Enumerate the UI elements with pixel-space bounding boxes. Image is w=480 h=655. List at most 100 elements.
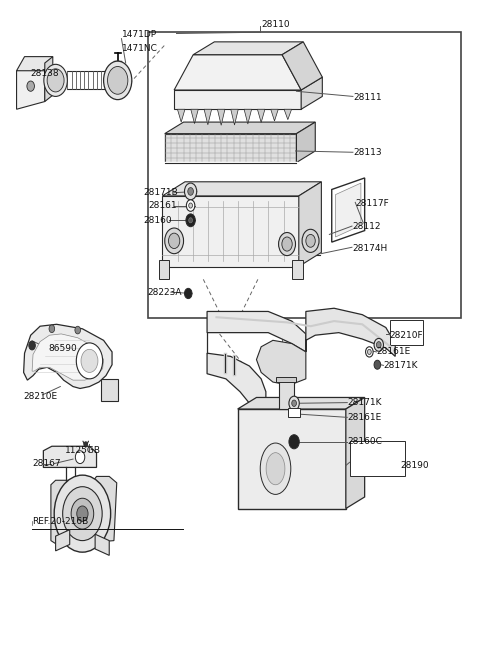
Circle shape bbox=[189, 203, 192, 208]
Circle shape bbox=[165, 228, 183, 253]
Polygon shape bbox=[92, 476, 117, 542]
Text: 28110: 28110 bbox=[261, 20, 290, 29]
Circle shape bbox=[49, 325, 55, 333]
Text: 86590: 86590 bbox=[48, 343, 77, 352]
Circle shape bbox=[168, 233, 180, 248]
Polygon shape bbox=[207, 311, 306, 352]
Circle shape bbox=[282, 237, 292, 251]
Text: 1471NC: 1471NC bbox=[122, 45, 158, 54]
Polygon shape bbox=[284, 109, 291, 120]
Polygon shape bbox=[306, 309, 395, 356]
Bar bbox=[349, 441, 405, 476]
Circle shape bbox=[77, 506, 88, 521]
Circle shape bbox=[104, 61, 132, 100]
Polygon shape bbox=[336, 183, 361, 237]
Circle shape bbox=[44, 64, 67, 96]
Polygon shape bbox=[24, 324, 112, 388]
Circle shape bbox=[84, 441, 87, 447]
Text: 28113: 28113 bbox=[353, 148, 382, 157]
Polygon shape bbox=[238, 409, 346, 508]
Circle shape bbox=[278, 233, 296, 255]
Polygon shape bbox=[301, 77, 323, 109]
Polygon shape bbox=[271, 109, 278, 121]
Polygon shape bbox=[191, 109, 198, 124]
Ellipse shape bbox=[266, 453, 285, 485]
Circle shape bbox=[63, 487, 102, 540]
Circle shape bbox=[306, 234, 315, 247]
Polygon shape bbox=[276, 377, 296, 382]
Polygon shape bbox=[158, 260, 169, 279]
Circle shape bbox=[374, 339, 384, 351]
Polygon shape bbox=[238, 398, 365, 409]
Polygon shape bbox=[174, 54, 301, 90]
Text: 28117F: 28117F bbox=[355, 199, 389, 208]
Circle shape bbox=[186, 200, 195, 212]
Text: 28161E: 28161E bbox=[376, 347, 411, 356]
Polygon shape bbox=[51, 480, 73, 546]
Polygon shape bbox=[279, 380, 294, 409]
Text: 1471DP: 1471DP bbox=[122, 30, 157, 39]
Circle shape bbox=[189, 217, 192, 223]
Polygon shape bbox=[95, 534, 109, 555]
Polygon shape bbox=[174, 77, 323, 90]
Text: 28171B: 28171B bbox=[144, 188, 178, 197]
Text: 28210E: 28210E bbox=[24, 392, 58, 401]
Bar bbox=[148, 32, 461, 318]
Polygon shape bbox=[292, 260, 302, 279]
Polygon shape bbox=[217, 109, 225, 125]
Circle shape bbox=[81, 349, 98, 373]
Polygon shape bbox=[32, 334, 104, 380]
Text: 28171K: 28171K bbox=[347, 398, 382, 407]
Text: 28111: 28111 bbox=[353, 93, 382, 102]
Circle shape bbox=[75, 326, 81, 334]
Circle shape bbox=[368, 349, 371, 354]
Polygon shape bbox=[178, 109, 185, 122]
Polygon shape bbox=[193, 42, 303, 54]
Polygon shape bbox=[282, 42, 323, 90]
Text: 28223A: 28223A bbox=[147, 288, 182, 297]
Circle shape bbox=[71, 498, 94, 529]
Ellipse shape bbox=[260, 443, 291, 495]
Text: 28174H: 28174H bbox=[352, 244, 387, 253]
Text: 28160: 28160 bbox=[144, 215, 172, 225]
Polygon shape bbox=[231, 109, 238, 125]
Text: 28161E: 28161E bbox=[347, 413, 382, 422]
Circle shape bbox=[47, 69, 64, 92]
Text: 28138: 28138 bbox=[31, 69, 60, 79]
Polygon shape bbox=[16, 63, 45, 109]
Circle shape bbox=[54, 475, 110, 552]
Circle shape bbox=[186, 214, 195, 227]
Polygon shape bbox=[43, 446, 96, 468]
Polygon shape bbox=[244, 109, 252, 124]
Bar bbox=[390, 320, 423, 345]
Circle shape bbox=[302, 229, 319, 252]
Circle shape bbox=[76, 343, 103, 379]
Polygon shape bbox=[56, 530, 70, 551]
Polygon shape bbox=[162, 182, 322, 196]
Polygon shape bbox=[165, 122, 315, 134]
Polygon shape bbox=[204, 109, 212, 125]
Polygon shape bbox=[256, 341, 306, 385]
Circle shape bbox=[184, 288, 192, 299]
Polygon shape bbox=[332, 178, 365, 242]
Text: 28160C: 28160C bbox=[347, 438, 382, 446]
Polygon shape bbox=[174, 90, 301, 109]
Polygon shape bbox=[165, 134, 297, 162]
Polygon shape bbox=[299, 182, 322, 267]
Polygon shape bbox=[297, 122, 315, 162]
Circle shape bbox=[374, 360, 381, 369]
Circle shape bbox=[29, 341, 36, 350]
Text: 28210F: 28210F bbox=[390, 331, 423, 340]
Circle shape bbox=[184, 183, 197, 200]
Polygon shape bbox=[162, 196, 299, 267]
Circle shape bbox=[289, 396, 299, 410]
Text: 1125GB: 1125GB bbox=[65, 446, 101, 455]
Polygon shape bbox=[101, 379, 118, 402]
Circle shape bbox=[366, 346, 373, 357]
Text: 28161: 28161 bbox=[148, 201, 177, 210]
Polygon shape bbox=[16, 56, 53, 71]
Circle shape bbox=[289, 435, 299, 449]
Circle shape bbox=[188, 187, 193, 195]
Circle shape bbox=[108, 67, 128, 94]
Circle shape bbox=[75, 451, 85, 464]
